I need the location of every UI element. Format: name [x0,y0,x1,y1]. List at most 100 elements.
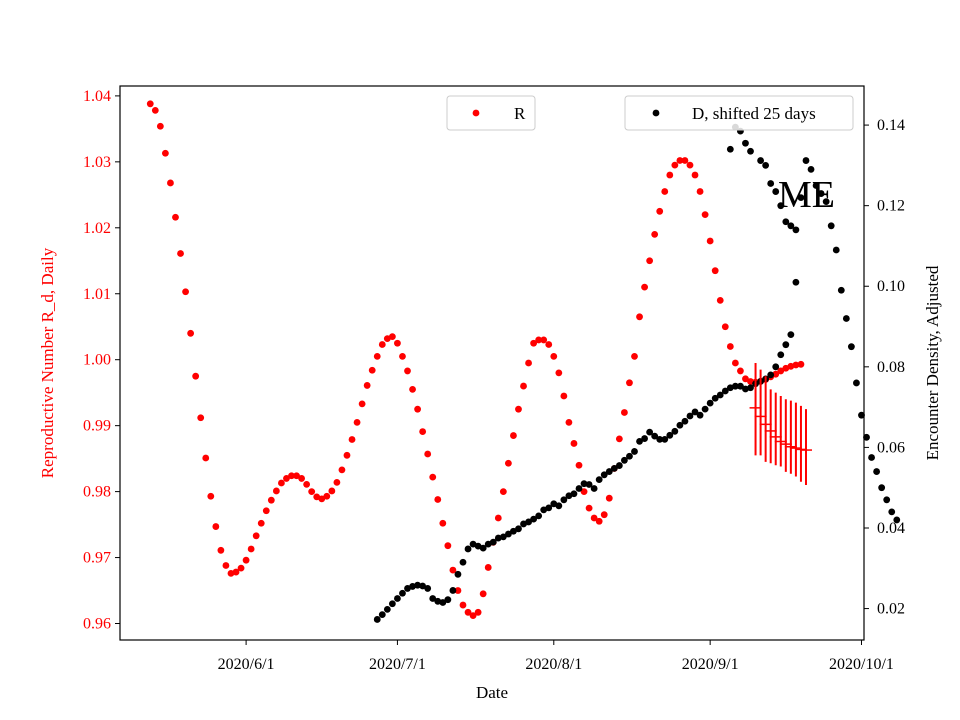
r-point [706,237,714,245]
r-point [404,367,411,375]
r-point [499,488,507,496]
r-point [278,479,285,487]
d-point [747,147,754,155]
r-point [212,523,220,530]
r-point [222,562,230,569]
d-point [383,605,391,613]
r-point [666,171,674,179]
r-point [636,313,643,321]
r-point [187,329,195,337]
r-point [459,601,467,609]
r-point [621,409,628,416]
d-point [545,504,553,512]
y-left-tick-label: 1.04 [83,88,111,105]
d-point [394,595,401,602]
d-point [787,331,795,338]
r-point [308,488,316,496]
r-point [711,267,719,275]
d-point [812,182,820,189]
r-point [298,475,305,482]
d-point [706,399,714,407]
r-point [293,472,300,480]
r-point [353,418,361,426]
d-point [782,341,790,349]
y-left-tick-label: 0.99 [83,418,111,435]
d-point [681,417,689,425]
d-point [464,545,472,553]
r-point [540,336,548,344]
d-point [626,452,633,460]
d-point [454,570,462,578]
r-point [262,507,270,515]
r-point [283,475,290,482]
r-point [580,488,588,496]
legend-r-box [446,95,536,131]
r-point [651,230,659,238]
r-point [772,370,780,378]
d-point [731,382,739,390]
d-point [888,508,896,516]
r-point [182,288,189,296]
y-right-tick-label: 0.06 [877,439,905,456]
d-point [378,611,386,619]
r-point [192,372,200,380]
d-point [777,351,785,359]
d-point [686,412,694,420]
d-point [600,471,608,479]
r-point [373,353,381,360]
r-point [419,428,427,435]
r-point [399,353,406,360]
d-point [666,431,674,439]
d-point [580,480,588,488]
d-point [772,363,780,371]
x-axis-label: Date [476,683,508,702]
d-point [575,485,583,492]
r-point [691,171,699,179]
d-point [621,456,628,464]
legend-r-marker [472,109,480,117]
annotation-state: ME [778,174,835,216]
r-point [565,418,573,426]
d-point [414,581,421,589]
d-point [439,599,447,606]
y-right-tick-label: 0.10 [877,278,905,295]
r-point [252,532,260,540]
d-point [646,428,654,436]
d-point [510,527,517,535]
r-point [237,564,245,572]
r-point [797,360,805,368]
r-point [454,587,462,594]
d-point [797,194,805,202]
d-point [560,496,568,504]
y-right-tick-label: 0.08 [877,359,905,376]
r-point [424,450,432,458]
r-point [303,480,311,488]
r-point [605,494,613,502]
d-point [459,558,467,566]
d-point [489,538,497,546]
r-point [600,511,608,519]
r-point [363,382,371,389]
d-point [525,518,532,526]
r-point [494,514,502,522]
r-point [348,436,356,443]
r-point [555,369,563,377]
r-point [429,473,437,481]
r-point [585,504,593,512]
r-point [247,545,255,553]
d-point [832,246,840,254]
legend-d-box [624,95,854,131]
r-point [560,392,568,400]
r-point [737,367,744,375]
ticks-right: 0.02 0.04 0.06 0.08 0.10 0.12 0.14 [864,117,905,618]
r-point [156,122,164,130]
r-point [257,519,265,527]
d-point [787,222,795,230]
ticks-left: 0.96 0.97 0.98 0.99 1.00 1.01 1.02 1.03 1.04 [83,88,120,633]
ticks-x: 2020/6/1 2020/7/1 2020/8/1 2020/9/1 2020/10/… [218,640,894,673]
d-point [515,525,522,533]
d-point [590,485,598,492]
r-point [510,432,517,439]
series-r [146,100,805,619]
y-left-tick-label: 0.97 [83,550,111,567]
